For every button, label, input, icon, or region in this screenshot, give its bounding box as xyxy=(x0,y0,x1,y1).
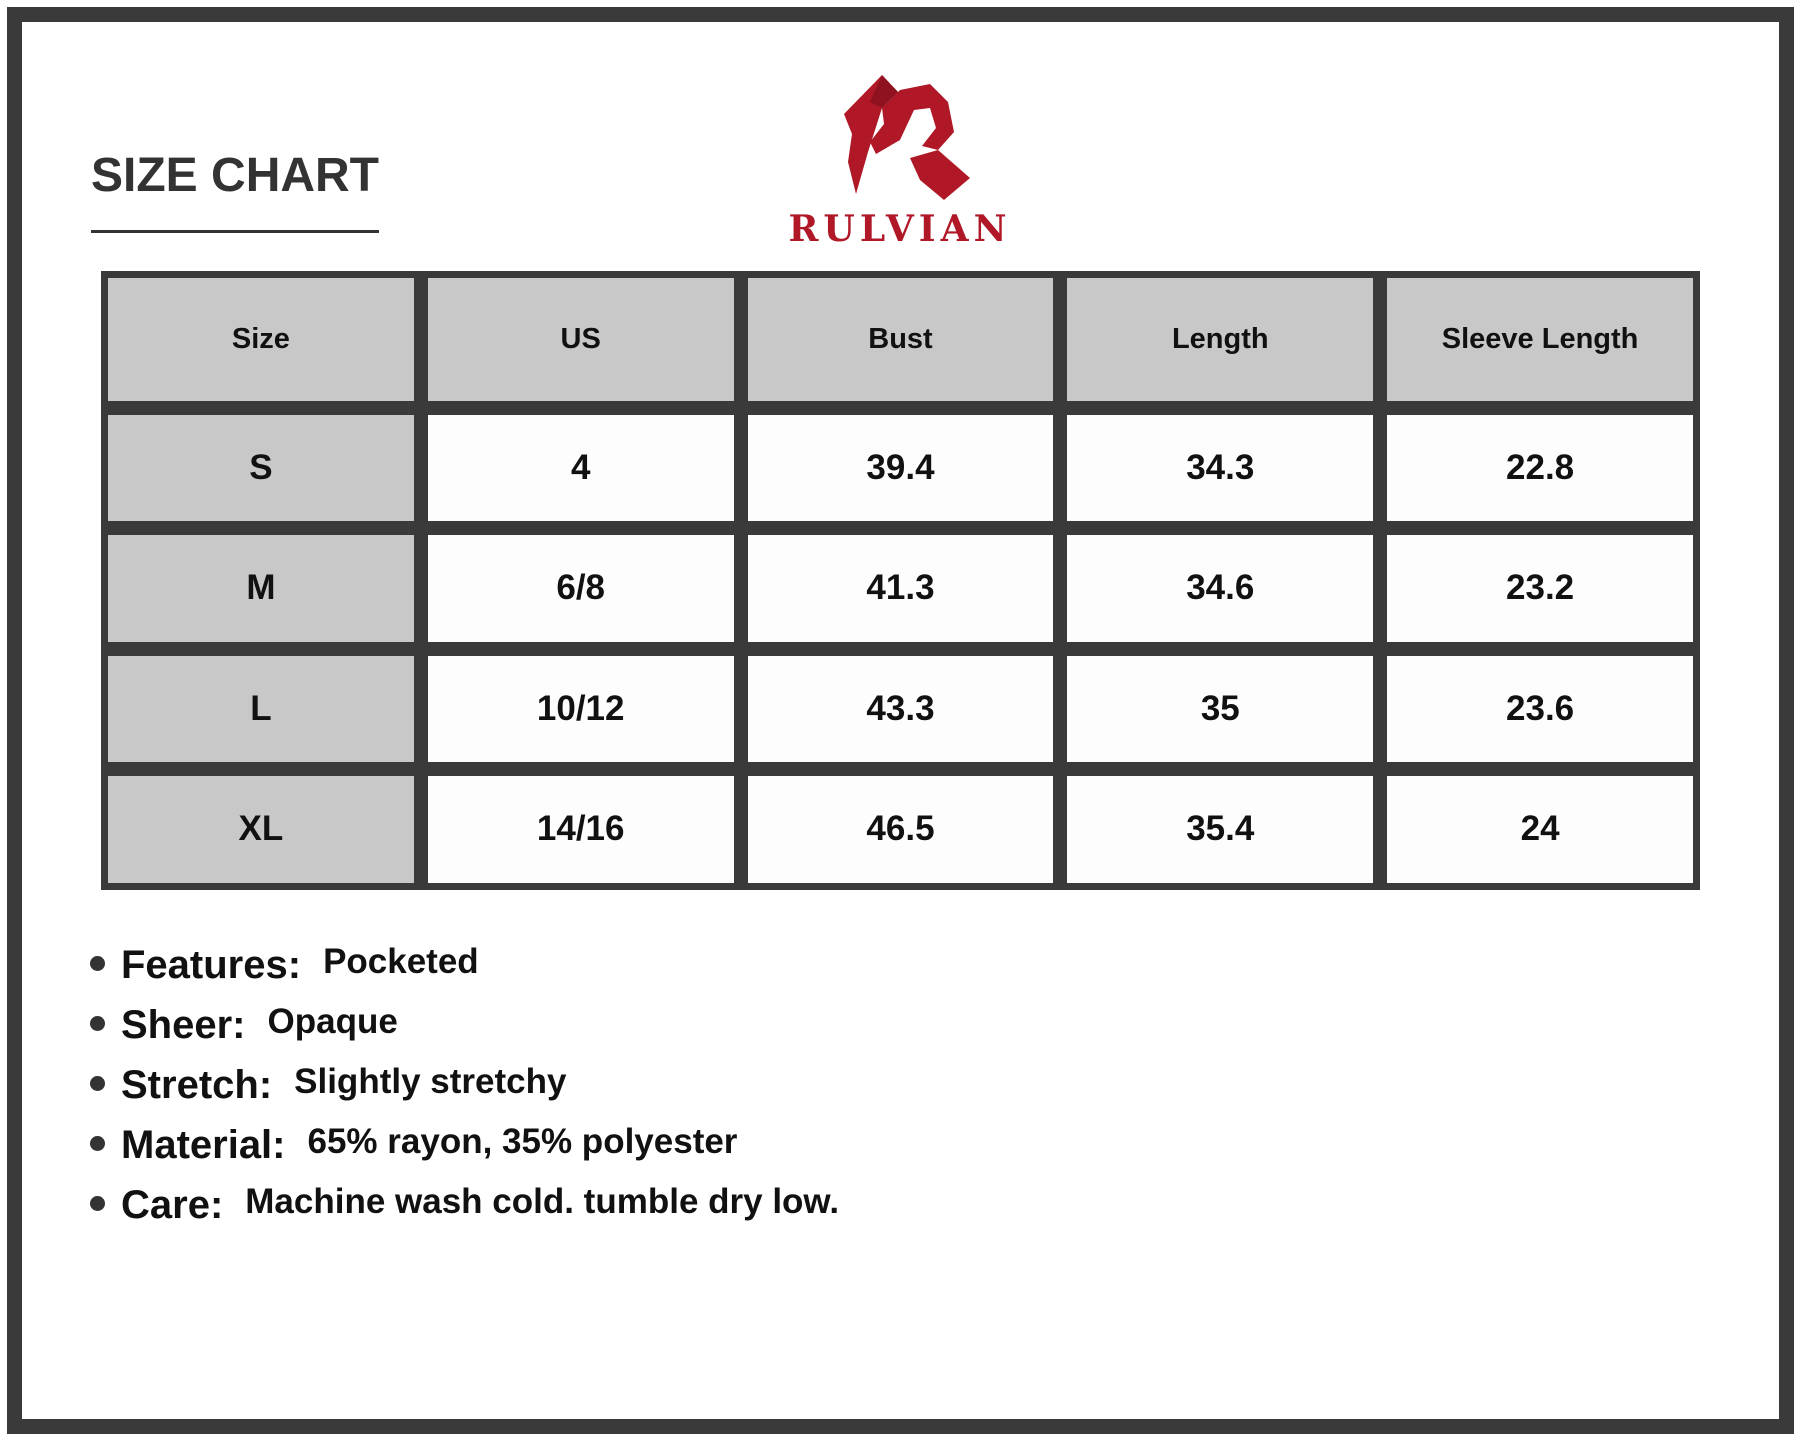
feature-list: Features: Pocketed Sheer: Opaque Stretch: Sli… xyxy=(90,935,839,1235)
column-header: Sleeve Length xyxy=(1387,278,1693,402)
feature-label: Features: xyxy=(121,942,302,987)
page-title: SIZE CHART xyxy=(91,149,379,202)
table-cell: 10/12 xyxy=(427,656,734,762)
size-cell: M xyxy=(108,534,414,643)
table-cell: 22.8 xyxy=(1387,415,1693,521)
table-cell: 35.4 xyxy=(1067,775,1374,883)
table-cell: 24 xyxy=(1387,775,1693,883)
brand-logo: RULVIAN xyxy=(770,62,1030,252)
table-cell: 39.4 xyxy=(747,415,1054,521)
feature-value: Slightly stretchy xyxy=(294,1062,567,1101)
list-item: Sheer: Opaque xyxy=(90,995,839,1055)
column-header: US xyxy=(427,278,734,402)
feature-value: 65% rayon, 35% polyester xyxy=(307,1122,738,1161)
size-cell: S xyxy=(108,415,414,521)
feature-value: Opaque xyxy=(267,1002,398,1041)
feature-label: Care: xyxy=(121,1182,224,1227)
column-header: Length xyxy=(1067,278,1374,402)
title-underline xyxy=(91,230,379,233)
table-cell: 34.3 xyxy=(1067,415,1374,521)
brand-name: RULVIAN xyxy=(788,208,1012,250)
feature-label: Material: xyxy=(121,1122,286,1167)
size-cell: L xyxy=(108,656,414,762)
bullet-icon xyxy=(90,1135,105,1151)
size-cell: XL xyxy=(108,775,414,883)
table-cell: 41.3 xyxy=(747,534,1054,643)
table-cell: 34.6 xyxy=(1067,534,1374,643)
feature-label: Sheer: xyxy=(121,1002,246,1047)
column-header: Bust xyxy=(747,278,1054,402)
bullet-icon xyxy=(90,1195,105,1211)
table-cell: 23.2 xyxy=(1387,534,1693,643)
column-header: Size xyxy=(108,278,414,402)
bullet-icon xyxy=(90,1075,105,1091)
list-item: Material: 65% rayon, 35% polyester xyxy=(90,1115,839,1175)
list-item: Stretch: Slightly stretchy xyxy=(90,1055,839,1115)
r-logo-icon xyxy=(844,75,970,200)
table-cell: 6/8 xyxy=(427,534,734,643)
table-cell: 35 xyxy=(1067,656,1374,762)
table-cell: 46.5 xyxy=(747,775,1054,883)
table-cell: 23.6 xyxy=(1387,656,1693,762)
feature-value: Machine wash cold. tumble dry low. xyxy=(245,1182,840,1221)
table-cell: 43.3 xyxy=(747,656,1054,762)
feature-label: Stretch: xyxy=(121,1062,273,1107)
size-table: Size US Bust Length Sleeve Length S 4 39.4 34.3 2… xyxy=(101,271,1700,890)
bullet-icon xyxy=(90,1015,105,1031)
list-item: Features: Pocketed xyxy=(90,935,839,995)
table-cell: 14/16 xyxy=(427,775,734,883)
table-cell: 4 xyxy=(427,415,734,521)
bullet-icon xyxy=(90,955,105,971)
list-item: Care: Machine wash cold. tumble dry low. xyxy=(90,1175,839,1235)
feature-value: Pocketed xyxy=(323,942,479,981)
